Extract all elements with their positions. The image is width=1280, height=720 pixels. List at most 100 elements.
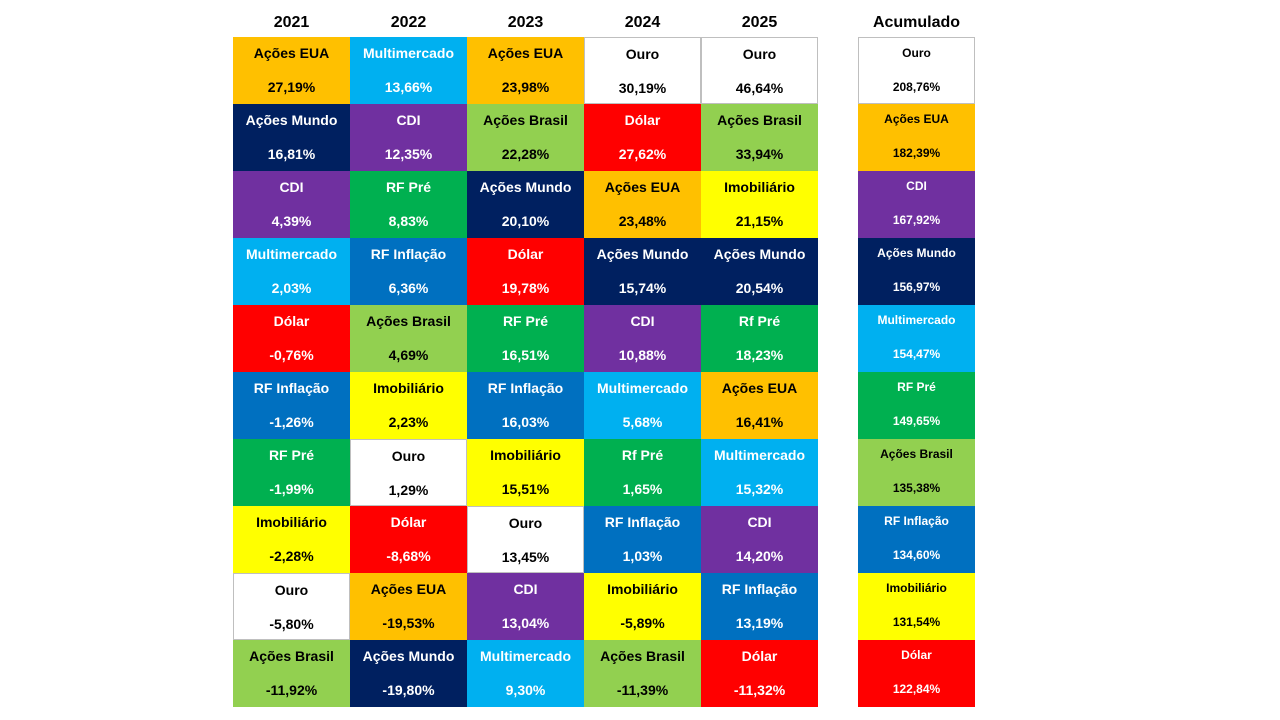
asset-return: 1,65%: [622, 481, 663, 497]
asset-name: Ações Brasil: [249, 648, 334, 664]
asset-return: 182,39%: [892, 146, 941, 160]
asset-name: CDI: [747, 514, 772, 530]
asset-name: RF Pré: [268, 447, 315, 463]
asset-name: Ações Mundo: [713, 246, 806, 262]
asset-return: 16,81%: [267, 146, 316, 162]
asset-return: 18,23%: [735, 347, 784, 363]
asset-return: 13,19%: [735, 615, 784, 631]
asset-return: 19,78%: [501, 280, 550, 296]
asset-cell: Imobiliário 131,54%: [858, 573, 975, 640]
asset-cell: Multimercado 13,66%: [350, 37, 467, 104]
asset-return: 20,54%: [735, 280, 784, 296]
asset-cell: RF Pré 8,83%: [350, 171, 467, 238]
asset-return: 8,83%: [388, 213, 429, 229]
asset-return: -11,92%: [265, 682, 318, 698]
asset-return: 134,60%: [892, 548, 941, 562]
asset-return: 1,03%: [622, 548, 663, 564]
asset-name: RF Pré: [897, 380, 936, 394]
asset-return: -2,28%: [269, 548, 314, 564]
asset-return: 30,19%: [618, 80, 667, 96]
asset-name: CDI: [513, 581, 538, 597]
asset-return: 167,92%: [892, 213, 941, 227]
asset-name: Imobiliário: [373, 380, 444, 396]
asset-name: Ações Mundo: [877, 246, 956, 260]
asset-return: -19,53%: [382, 615, 435, 631]
asset-return: -11,32%: [733, 682, 786, 698]
asset-name: Ações Brasil: [366, 313, 451, 329]
asset-cell: Dólar -0,76%: [233, 305, 350, 372]
column-header: 2025: [741, 14, 778, 31]
asset-cell: Ações Brasil 4,69%: [350, 305, 467, 372]
asset-name: RF Inflação: [721, 581, 798, 597]
asset-name: Ações EUA: [604, 179, 681, 195]
asset-return: -1,99%: [269, 481, 314, 497]
asset-return: 154,47%: [892, 347, 941, 361]
asset-cell: RF Inflação 16,03%: [467, 372, 584, 439]
asset-return: -1,26%: [269, 414, 314, 430]
asset-cell: Ações Mundo -19,80%: [350, 640, 467, 707]
asset-name: Dólar: [901, 648, 932, 662]
asset-cell: Dólar -8,68%: [350, 506, 467, 573]
asset-cell: RF Pré -1,99%: [233, 439, 350, 506]
asset-return: -19,80%: [382, 682, 435, 698]
asset-return: -0,76%: [269, 347, 314, 363]
asset-name: Dólar: [624, 112, 661, 128]
asset-return: 5,68%: [622, 414, 663, 430]
asset-cell: CDI 10,88%: [584, 305, 701, 372]
asset-cell: Ouro 208,76%: [858, 37, 975, 104]
asset-name: Multimercado: [713, 447, 805, 463]
asset-cell: Dólar 122,84%: [858, 640, 975, 707]
asset-cell: RF Inflação 6,36%: [350, 238, 467, 305]
asset-name: Dólar: [741, 648, 778, 664]
asset-return: 23,98%: [501, 79, 550, 95]
asset-cell: Ouro -5,80%: [233, 573, 350, 640]
asset-return: 15,74%: [618, 280, 667, 296]
asset-name: Ações Brasil: [600, 648, 685, 664]
asset-cell: Ouro 1,29%: [350, 439, 467, 506]
asset-return: -11,39%: [616, 682, 669, 698]
asset-name: CDI: [279, 179, 304, 195]
asset-name: Multimercado: [362, 45, 454, 61]
asset-return: 16,51%: [501, 347, 550, 363]
asset-name: Ações EUA: [370, 581, 447, 597]
asset-cell: RF Inflação 1,03%: [584, 506, 701, 573]
asset-name: Ouro: [508, 515, 543, 531]
asset-cell: Imobiliário -5,89%: [584, 573, 701, 640]
asset-return: 12,35%: [384, 146, 433, 162]
asset-name: Ações Mundo: [479, 179, 572, 195]
asset-cell: Imobiliário 21,15%: [701, 171, 818, 238]
asset-return: -8,68%: [386, 548, 431, 564]
asset-name: Ações EUA: [721, 380, 798, 396]
asset-return: 122,84%: [892, 682, 941, 696]
asset-return: 13,04%: [501, 615, 550, 631]
asset-cell: CDI 167,92%: [858, 171, 975, 238]
asset-name: Ações Mundo: [362, 648, 455, 664]
asset-return: 131,54%: [892, 615, 941, 629]
asset-cell: Ações Mundo 15,74%: [584, 238, 701, 305]
asset-name: Multimercado: [596, 380, 688, 396]
asset-cell: RF Pré 16,51%: [467, 305, 584, 372]
asset-name: RF Inflação: [370, 246, 447, 262]
asset-name: Ouro: [391, 448, 426, 464]
asset-name: CDI: [906, 179, 927, 193]
asset-name: Imobiliário: [886, 581, 947, 595]
asset-cell: Ouro 30,19%: [584, 37, 701, 104]
asset-cell: Ações EUA -19,53%: [350, 573, 467, 640]
column-header: Acumulado: [872, 14, 961, 31]
asset-return: 1,29%: [388, 482, 429, 498]
asset-cell: Imobiliário 2,23%: [350, 372, 467, 439]
asset-return: 14,20%: [735, 548, 784, 564]
asset-return: 13,66%: [384, 79, 433, 95]
asset-cell: Imobiliário 15,51%: [467, 439, 584, 506]
asset-cell: Ações EUA 27,19%: [233, 37, 350, 104]
column-header: 2021: [273, 14, 310, 31]
asset-name: Ações EUA: [884, 112, 949, 126]
asset-return: 27,62%: [618, 146, 667, 162]
asset-return: 135,38%: [892, 481, 941, 495]
asset-cell: Multimercado 154,47%: [858, 305, 975, 372]
asset-name: RF Inflação: [604, 514, 681, 530]
asset-name: Ações Brasil: [483, 112, 568, 128]
asset-cell: Ações Mundo 156,97%: [858, 238, 975, 305]
asset-return: -5,89%: [620, 615, 665, 631]
